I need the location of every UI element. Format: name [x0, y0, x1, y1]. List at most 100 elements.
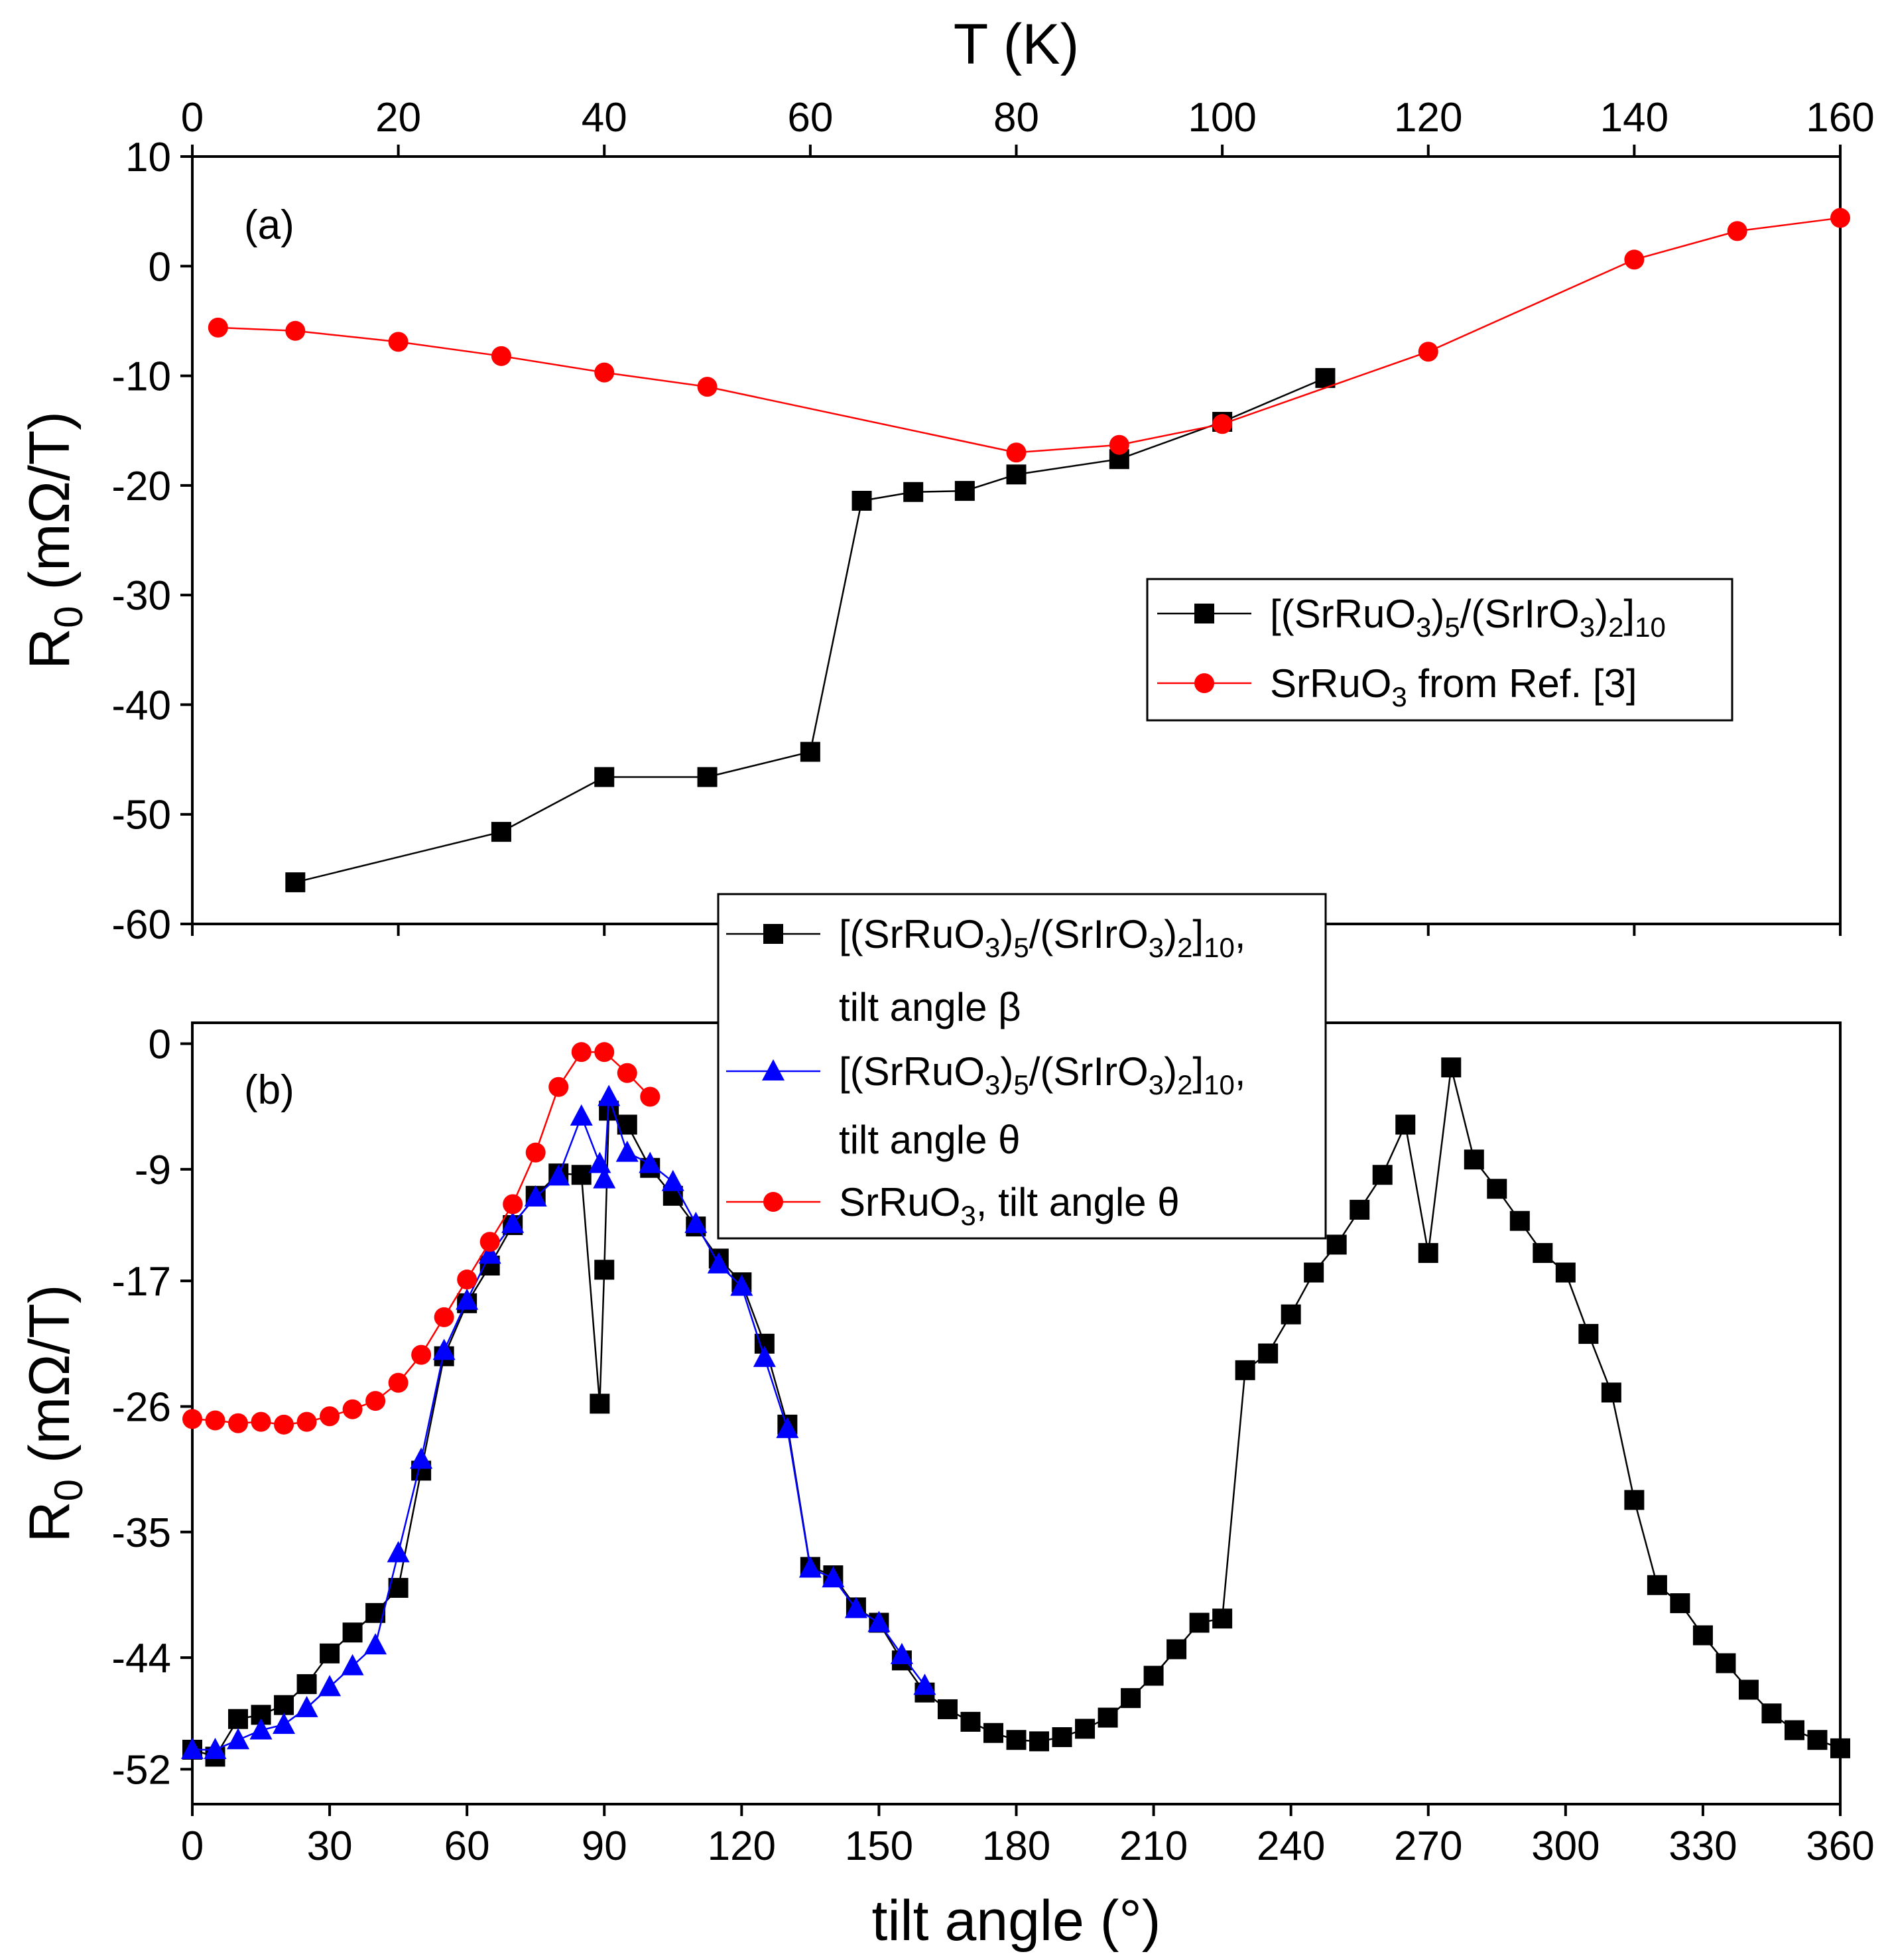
- legend-marker: [1194, 604, 1214, 623]
- x-axis-title: T (K): [954, 13, 1080, 76]
- data-point: [913, 1673, 936, 1695]
- data-point: [285, 872, 306, 893]
- data-point: [1212, 414, 1233, 434]
- x-tick-label: 240: [1257, 1823, 1325, 1869]
- data-point: [1121, 1688, 1141, 1709]
- y-tick-label: -20: [111, 464, 171, 509]
- data-point: [364, 1633, 387, 1655]
- legend: [(SrRuO3)5/(SrIrO3)2]10 SrRuO3 from Ref. …: [1146, 578, 1733, 722]
- data-point: [342, 1399, 363, 1419]
- data-point: [1441, 1057, 1462, 1078]
- x-tick-label: 160: [1806, 95, 1874, 141]
- data-point: [227, 1728, 250, 1750]
- legend-marker: [762, 1059, 785, 1080]
- data-point: [285, 320, 306, 341]
- x-tick-label: 270: [1394, 1823, 1462, 1869]
- data-point: [548, 1077, 569, 1097]
- data-point: [1807, 1730, 1828, 1750]
- data-point: [598, 1084, 621, 1106]
- data-point: [1509, 1210, 1530, 1231]
- data-point: [1029, 1731, 1050, 1752]
- data-point: [204, 1737, 227, 1759]
- data-point: [1006, 464, 1027, 485]
- legend-box: [1146, 578, 1733, 722]
- data-point: [320, 1406, 340, 1427]
- x-tick-label: 120: [1394, 95, 1462, 141]
- legend-marker: [763, 924, 783, 944]
- data-point: [903, 482, 924, 502]
- data-point: [822, 1566, 845, 1588]
- data-point: [205, 1410, 225, 1431]
- data-point: [341, 1654, 364, 1675]
- data-point: [1692, 1625, 1713, 1646]
- legend-marker: [1194, 673, 1214, 693]
- data-point: [661, 1169, 684, 1191]
- data-point: [1304, 1262, 1324, 1283]
- data-point: [697, 377, 718, 397]
- data-point: [851, 490, 872, 511]
- data-point: [890, 1642, 913, 1664]
- data-point: [318, 1675, 342, 1697]
- panel-label: (a): [244, 202, 294, 248]
- data-point: [1109, 434, 1129, 455]
- y-tick-label: -60: [111, 902, 171, 948]
- y-tick-label: -9: [135, 1147, 171, 1193]
- data-point: [273, 1713, 296, 1734]
- x-tick-label: 150: [845, 1823, 913, 1869]
- data-point: [570, 1104, 593, 1126]
- data-point: [1418, 1243, 1438, 1264]
- data-point: [434, 1307, 454, 1327]
- data-point: [753, 1345, 776, 1367]
- series-1: [208, 208, 1850, 463]
- data-point: [867, 1610, 891, 1632]
- data-point: [697, 767, 718, 787]
- data-point: [1326, 1234, 1347, 1255]
- x-tick-label: 100: [1188, 95, 1256, 141]
- legend-label: SrRuO3 from Ref. [3]: [1270, 661, 1637, 712]
- x-tick-label: 90: [582, 1823, 627, 1869]
- y-tick-label: 0: [149, 244, 171, 290]
- data-point: [983, 1723, 1003, 1743]
- data-point: [432, 1339, 456, 1360]
- series-line: [295, 377, 1326, 883]
- y-tick-label: -26: [111, 1384, 171, 1430]
- data-point: [571, 1042, 592, 1063]
- x-tick-label: 120: [708, 1823, 776, 1869]
- legend-label-line2: tilt angle θ: [839, 1118, 1021, 1162]
- data-point: [590, 1394, 610, 1414]
- data-point: [1098, 1707, 1118, 1728]
- data-point: [639, 1151, 662, 1173]
- data-point: [594, 362, 615, 383]
- data-point: [640, 1086, 661, 1107]
- data-point: [251, 1411, 271, 1432]
- data-point: [1395, 1114, 1416, 1135]
- data-point: [1830, 208, 1850, 228]
- data-point: [1761, 1703, 1782, 1724]
- data-point: [1670, 1593, 1690, 1614]
- data-point: [594, 1042, 615, 1063]
- data-point: [547, 1164, 570, 1186]
- data-point: [478, 1242, 501, 1264]
- data-point: [411, 1344, 432, 1365]
- data-point: [800, 742, 820, 762]
- x-tick-label: 140: [1600, 95, 1668, 141]
- data-point: [228, 1413, 249, 1433]
- y-axis-title: R0 (mΩ/T): [18, 411, 91, 669]
- data-point: [684, 1211, 708, 1233]
- data-point: [1006, 1730, 1027, 1750]
- data-point: [1830, 1738, 1850, 1758]
- y-tick-label: 10: [125, 135, 171, 180]
- series-2: [182, 1042, 661, 1435]
- data-point: [1624, 1490, 1645, 1510]
- data-point: [1784, 1720, 1804, 1740]
- data-point: [1372, 1165, 1393, 1185]
- data-point: [1189, 1612, 1210, 1633]
- data-point: [1727, 221, 1747, 241]
- legend-label: [(SrRuO3)5/(SrIrO3)2]10: [1270, 592, 1666, 643]
- data-point: [707, 1252, 730, 1274]
- legend-label: [(SrRuO3)5/(SrIrO3)2]10,: [839, 1049, 1245, 1100]
- data-point: [1166, 1639, 1187, 1660]
- x-tick-label: 180: [982, 1823, 1050, 1869]
- panel-a: 100-10-20-30-40-50-600 20 40 60 80 100 120 140 1…: [18, 13, 1875, 948]
- data-point: [937, 1699, 958, 1719]
